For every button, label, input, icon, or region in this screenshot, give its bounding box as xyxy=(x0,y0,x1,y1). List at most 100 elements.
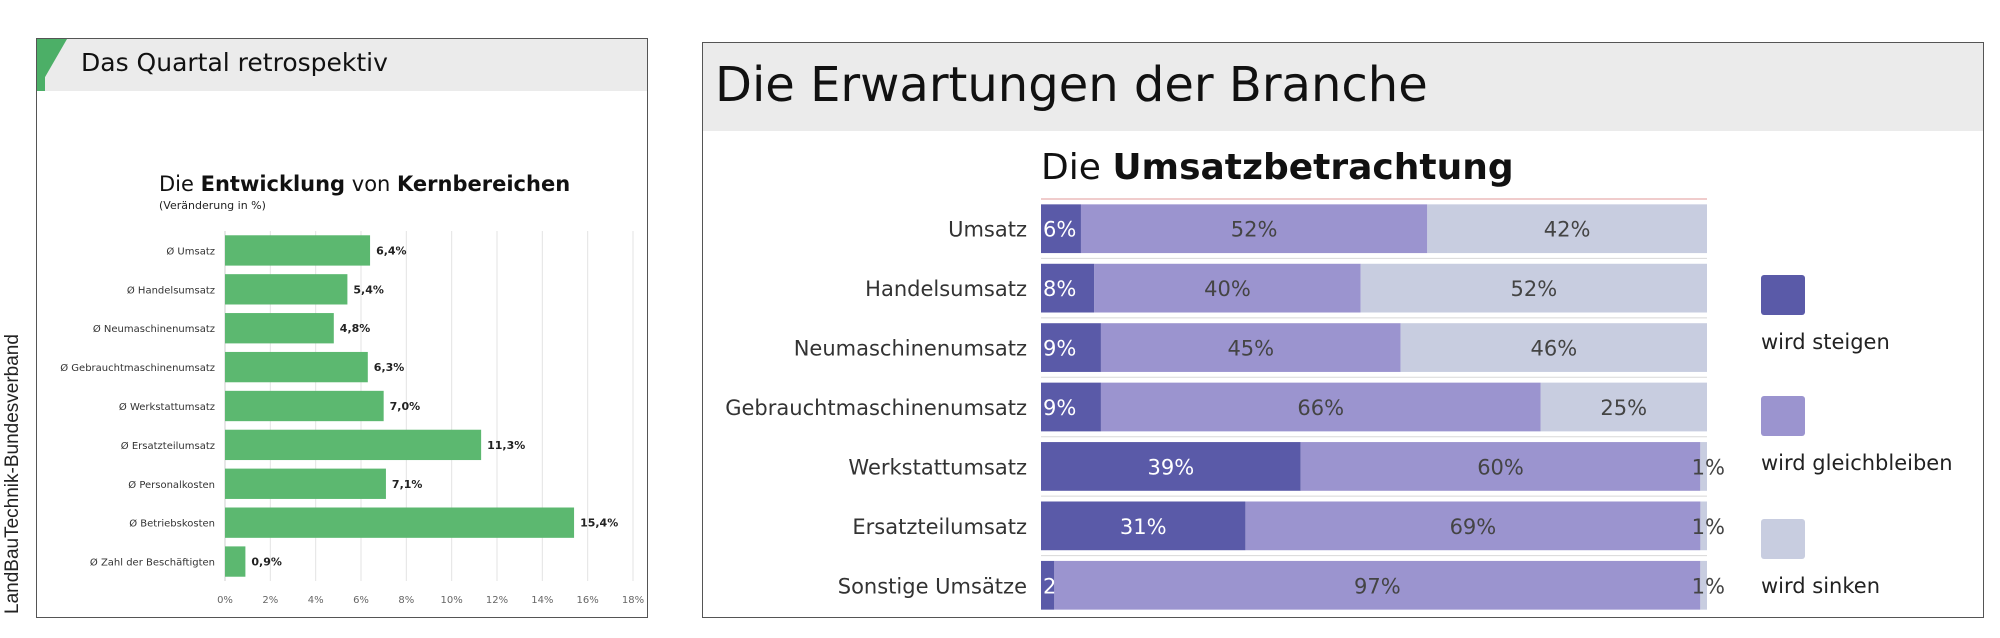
bar-segment xyxy=(1700,501,1707,551)
bar-value-label: 6,4% xyxy=(376,244,407,257)
bar-segment xyxy=(1540,382,1707,432)
segment-label: 52% xyxy=(1510,277,1557,301)
bar xyxy=(225,468,386,499)
category-label: Neumaschinenumsatz xyxy=(794,337,1027,361)
left-panel-header: Das Quartal retrospektiv xyxy=(37,39,647,91)
bar-segment xyxy=(1041,560,1055,610)
bar xyxy=(225,390,384,422)
legend-swatch xyxy=(1761,275,1805,315)
bar-segment xyxy=(1041,501,1246,551)
category-label: Umsatz xyxy=(948,218,1027,242)
segment-label: 25% xyxy=(1600,396,1647,420)
bar xyxy=(225,313,334,344)
bar xyxy=(225,507,575,538)
bar-segment xyxy=(1054,560,1701,610)
bar-value-label: 0,9% xyxy=(251,556,282,569)
bar-value-label: 15,4% xyxy=(580,517,618,530)
image-credit-text: LandBauTechnik-Bundesverband xyxy=(2,334,23,614)
segment-label: 1% xyxy=(1692,574,1725,598)
segment-label: 9% xyxy=(1043,337,1076,361)
bar-segment xyxy=(1080,204,1428,254)
quarter-retrospective-panel: Das Quartal retrospektiv Die Entwicklung… xyxy=(36,38,648,618)
bar xyxy=(225,274,348,305)
x-tick-label: 14% xyxy=(531,595,553,606)
bar-segment xyxy=(1427,204,1707,254)
x-tick-label: 0% xyxy=(217,595,233,606)
x-tick-label: 6% xyxy=(353,595,369,606)
bar-segment xyxy=(1100,323,1401,372)
segment-label: 52% xyxy=(1231,218,1278,242)
segment-label: 8% xyxy=(1043,277,1076,301)
category-label: Sonstige Umsätze xyxy=(838,574,1027,598)
x-tick-label: 2% xyxy=(262,595,278,606)
segment-label: 42% xyxy=(1544,218,1591,242)
bar-segment xyxy=(1041,204,1081,254)
legend-swatch xyxy=(1761,519,1805,559)
legend-label: wird gleichbleiben xyxy=(1761,451,1953,475)
category-label: Handelsumsatz xyxy=(865,277,1027,301)
revenue-expectations-stacked-chart: Die Umsatzbetrachtung Umsatz 6% 52% 42% Hand… xyxy=(725,147,1953,610)
segment-label: 46% xyxy=(1530,337,1577,361)
segment-label: 31% xyxy=(1120,515,1167,539)
right-chart-title: Die Umsatzbetrachtung xyxy=(1041,147,1514,188)
segment-label: 1% xyxy=(1692,455,1725,479)
bar-segment xyxy=(1400,323,1707,372)
category-label: Ø Umsatz xyxy=(166,245,215,257)
segment-label: 1% xyxy=(1692,515,1725,539)
x-tick-label: 10% xyxy=(441,595,463,606)
right-panel-header: Die Erwartungen der Branche xyxy=(703,43,1983,131)
category-label: Ø Werkstattumsatz xyxy=(119,401,215,413)
segment-label: 39% xyxy=(1148,455,1195,479)
bar-value-label: 11,3% xyxy=(487,439,525,452)
legend-label: wird sinken xyxy=(1761,574,1880,598)
core-areas-bar-chart: Die Entwicklung von Kernbereichen (Verän… xyxy=(60,172,644,606)
bar-segment xyxy=(1094,263,1361,313)
bar-segment xyxy=(1041,442,1301,491)
left-panel-title: Das Quartal retrospektiv xyxy=(81,48,388,77)
bar xyxy=(225,429,482,461)
x-tick-label: 16% xyxy=(577,595,599,606)
bar-value-label: 5,4% xyxy=(353,283,384,296)
bar-value-label: 6,3% xyxy=(374,361,405,374)
segment-label: 9% xyxy=(1043,396,1076,420)
bar-segment xyxy=(1041,382,1101,432)
category-label: Ø Ersatzteilumsatz xyxy=(121,440,215,452)
legend-label: wird steigen xyxy=(1761,330,1890,354)
category-label: Ø Neumaschinenumsatz xyxy=(93,323,215,335)
category-label: Werkstattumsatz xyxy=(848,455,1027,479)
x-tick-label: 4% xyxy=(308,595,324,606)
category-label: Ø Gebrauchtmaschinenumsatz xyxy=(60,362,215,374)
segment-label: 40% xyxy=(1204,277,1251,301)
industry-expectations-panel: Die Erwartungen der Branche Die Umsatzbe… xyxy=(702,42,1984,618)
category-label: Ø Personalkosten xyxy=(128,479,215,491)
bar-segment xyxy=(1360,263,1707,313)
category-label: Ersatzteilumsatz xyxy=(852,515,1027,539)
segment-label: 6% xyxy=(1043,218,1076,242)
bar-value-label: 7,1% xyxy=(392,478,423,491)
bar-value-label: 7,0% xyxy=(390,400,421,413)
x-tick-label: 18% xyxy=(622,595,644,606)
bar xyxy=(225,235,371,266)
segment-label: 60% xyxy=(1477,455,1524,479)
bar-segment xyxy=(1700,560,1707,610)
bar xyxy=(225,546,246,577)
bar-segment xyxy=(1100,382,1541,432)
bar xyxy=(225,351,368,383)
right-panel-title: Die Erwartungen der Branche xyxy=(715,57,1428,113)
segment-label: 66% xyxy=(1297,396,1344,420)
bar-segment xyxy=(1300,442,1701,491)
category-label: Gebrauchtmaschinenumsatz xyxy=(725,396,1027,420)
x-tick-label: 12% xyxy=(486,595,508,606)
bar-value-label: 4,8% xyxy=(340,322,371,335)
image-credit: LandBauTechnik-Bundesverband xyxy=(0,334,24,638)
bar-segment xyxy=(1700,442,1707,491)
bar-segment xyxy=(1041,323,1101,372)
left-chart-subtitle: (Veränderung in %) xyxy=(159,199,266,212)
category-label: Ø Handelsumsatz xyxy=(127,284,215,296)
segment-label: 69% xyxy=(1450,515,1497,539)
segment-label: 97% xyxy=(1354,574,1401,598)
legend-swatch xyxy=(1761,396,1805,436)
category-label: Ø Betriebskosten xyxy=(129,518,215,530)
left-chart-title: Die Entwicklung von Kernbereichen xyxy=(159,172,570,196)
bar-segment xyxy=(1041,263,1095,313)
